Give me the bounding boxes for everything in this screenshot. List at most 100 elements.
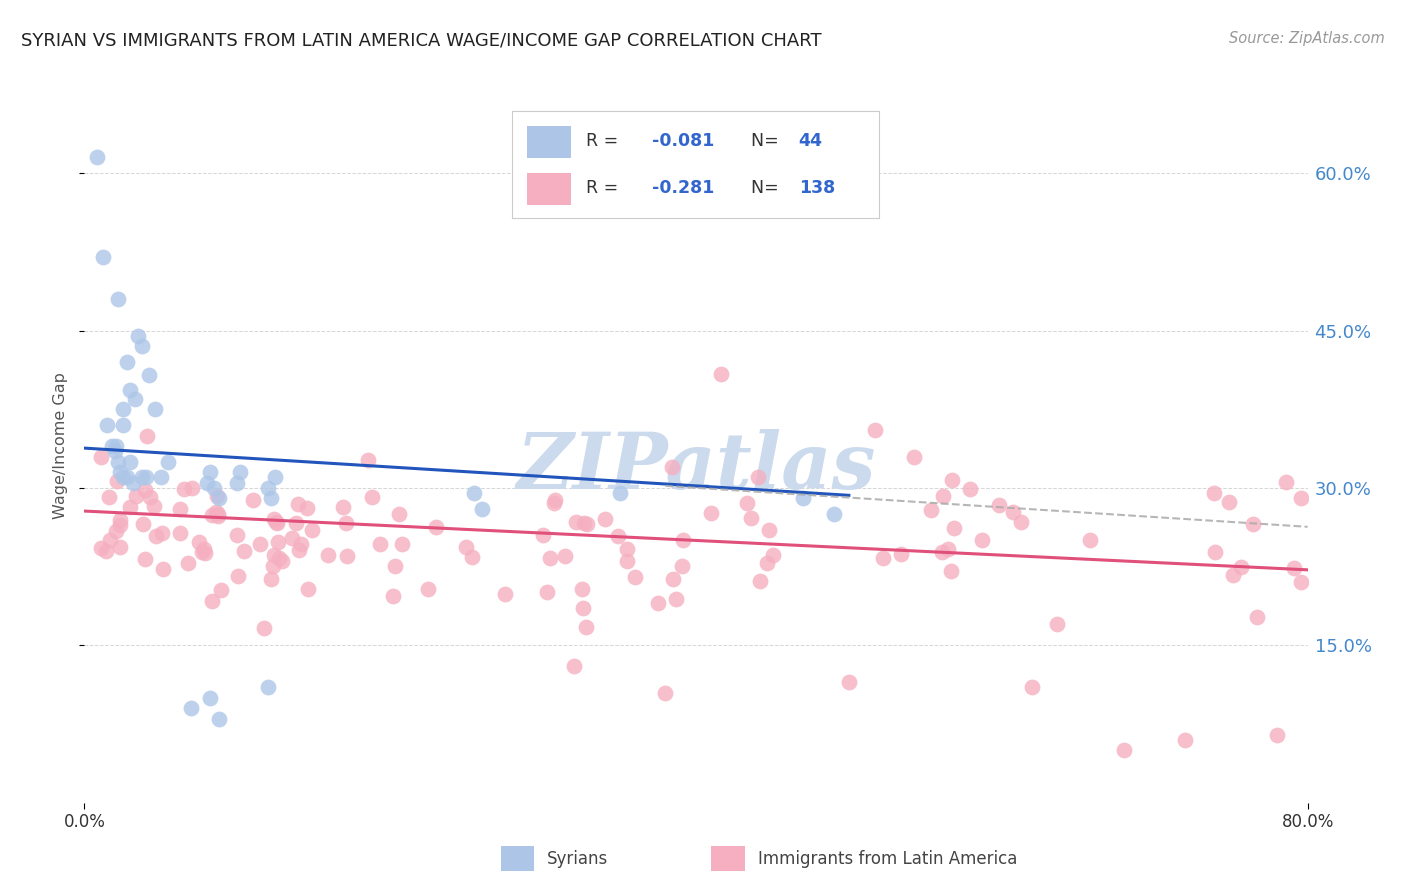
Bar xyxy=(501,847,534,871)
Point xyxy=(609,486,631,500)
Point xyxy=(332,500,354,515)
Point xyxy=(173,482,195,496)
Point xyxy=(755,556,778,570)
Point xyxy=(263,548,285,562)
Point xyxy=(471,502,494,516)
Point xyxy=(232,543,254,558)
Point xyxy=(91,250,114,264)
Point xyxy=(538,550,561,565)
Point xyxy=(207,489,229,503)
Point xyxy=(1202,486,1225,500)
Point xyxy=(257,481,280,495)
Point xyxy=(229,465,252,479)
Point xyxy=(762,549,785,563)
Point xyxy=(531,528,554,542)
Point xyxy=(195,475,218,490)
Point xyxy=(336,549,359,563)
Point xyxy=(368,537,391,551)
Point xyxy=(207,508,229,523)
Point xyxy=(624,570,647,584)
Point xyxy=(616,541,638,556)
Point xyxy=(301,523,323,537)
Point xyxy=(536,584,558,599)
Point xyxy=(387,507,409,521)
Point xyxy=(201,508,224,522)
Point xyxy=(665,591,688,606)
Point xyxy=(959,482,981,496)
Point xyxy=(335,516,357,530)
Point xyxy=(226,475,249,490)
Point xyxy=(138,368,160,382)
Point xyxy=(936,542,959,557)
Point xyxy=(149,470,172,484)
Point xyxy=(190,545,212,559)
Point xyxy=(120,455,142,469)
Point xyxy=(391,537,413,551)
Point xyxy=(384,559,406,574)
Point xyxy=(111,470,134,484)
Point xyxy=(543,496,565,510)
Point xyxy=(150,525,173,540)
Point xyxy=(242,492,264,507)
Point xyxy=(838,675,860,690)
Point xyxy=(461,549,484,564)
Point xyxy=(169,502,191,516)
Text: ZIPatlas: ZIPatlas xyxy=(516,429,876,506)
Point xyxy=(180,701,202,715)
Point xyxy=(758,523,780,537)
Point xyxy=(226,569,249,583)
Point xyxy=(823,507,845,521)
Point xyxy=(575,619,598,633)
Point xyxy=(607,529,630,543)
Point xyxy=(425,519,447,533)
Point xyxy=(671,559,693,574)
Point xyxy=(209,582,232,597)
Point xyxy=(890,547,912,561)
Point xyxy=(193,541,215,556)
Point xyxy=(115,355,138,369)
Point xyxy=(564,515,586,529)
Point xyxy=(941,474,963,488)
Point xyxy=(863,423,886,437)
Text: Immigrants from Latin America: Immigrants from Latin America xyxy=(758,849,1017,868)
Point xyxy=(131,470,153,484)
Point xyxy=(1275,475,1298,489)
Point xyxy=(1001,505,1024,519)
Point xyxy=(287,497,309,511)
Point xyxy=(740,511,762,525)
Point xyxy=(1222,567,1244,582)
Point xyxy=(1021,681,1043,695)
Point xyxy=(115,470,138,484)
Point xyxy=(571,582,593,597)
Point xyxy=(943,521,966,535)
Point xyxy=(96,417,118,432)
Point xyxy=(571,601,593,615)
Point xyxy=(249,537,271,551)
Point xyxy=(105,524,128,538)
Point xyxy=(110,513,132,527)
Point xyxy=(1174,732,1197,747)
Point xyxy=(270,554,292,568)
Point xyxy=(188,535,211,549)
Point xyxy=(1010,515,1032,529)
Point xyxy=(105,439,128,453)
Point xyxy=(572,516,595,530)
Point xyxy=(127,328,149,343)
Point xyxy=(699,506,721,520)
Bar xyxy=(711,847,745,871)
Point xyxy=(145,528,167,542)
Point xyxy=(97,490,120,504)
Point xyxy=(1289,575,1312,590)
Point xyxy=(562,659,585,673)
Point xyxy=(1046,617,1069,632)
Point xyxy=(262,558,284,573)
Point xyxy=(111,402,134,417)
Point xyxy=(931,545,953,559)
Point xyxy=(357,453,380,467)
Point xyxy=(98,533,121,547)
Point xyxy=(177,556,200,570)
Point xyxy=(208,712,231,726)
Point xyxy=(494,587,516,601)
Point xyxy=(208,491,231,506)
Point xyxy=(267,551,290,566)
